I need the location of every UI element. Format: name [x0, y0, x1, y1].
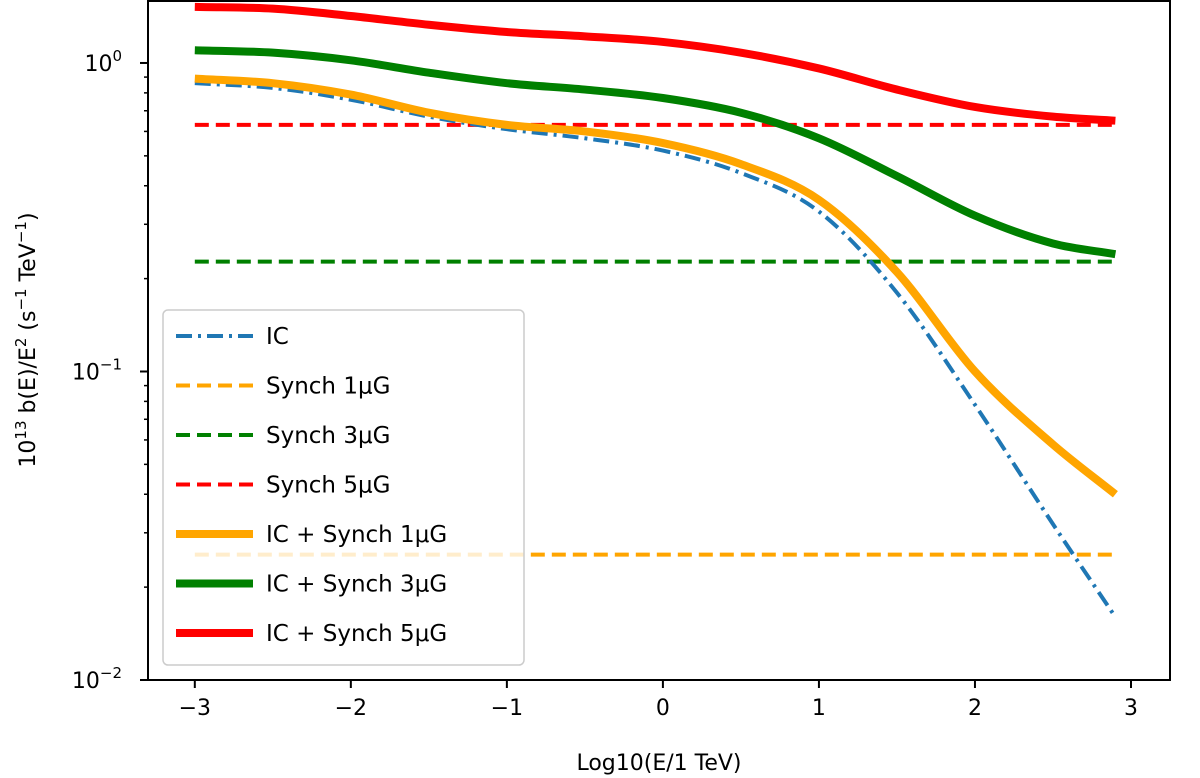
series-line-ic-synch-1-g [194, 74, 1118, 498]
legend-label: IC + Synch 5μG [266, 621, 447, 647]
y-tick-label: 10−1 [72, 355, 122, 385]
x-axis-label: Log10(E/1 TeV) [576, 751, 741, 776]
y-label-exp4: −1 [12, 221, 30, 243]
y-label-post: ) [16, 212, 41, 221]
y-label-mid: b(E)/E [16, 347, 41, 420]
x-tick-label: −3 [179, 696, 211, 721]
y-label-mid3: TeV [16, 243, 41, 288]
ticks-layer: −3 −2 −1 0 1 2 3 100 10−1 10−2 [72, 47, 1138, 721]
x-tick-label: −2 [335, 696, 367, 721]
x-tick-label: −1 [491, 696, 523, 721]
y-label-exp2: 2 [12, 338, 30, 348]
legend-box [162, 309, 525, 666]
y-axis-label: 1013 b(E)/E2 (s−1 TeV−1) [12, 212, 41, 467]
x-tick-label: 2 [968, 696, 982, 721]
x-tick-label: 3 [1124, 696, 1138, 721]
y-tick-label: 100 [84, 47, 122, 77]
x-tick-label: 0 [656, 696, 670, 721]
legend-label: Synch 5μG [266, 473, 390, 499]
legend: IC Synch 1μG Synch 3μG Synch 5μG IC + Synch … [162, 309, 525, 666]
series-line-ic [194, 81, 1118, 619]
series-line-ic-synch-5-g [194, 2, 1116, 125]
y-label-pre: 10 [16, 440, 41, 468]
series-line-ic-synch-3-g [194, 46, 1117, 259]
x-tick-label: 1 [812, 696, 826, 721]
legend-label: IC [266, 324, 289, 350]
y-label-mid2: (s [16, 311, 41, 338]
axes-frame [147, 0, 1171, 681]
y-tick-label: 10−2 [72, 664, 122, 694]
legend-label: Synch 1μG [266, 374, 390, 400]
legend-label: IC + Synch 3μG [266, 572, 447, 598]
legend-label: Synch 3μG [266, 423, 390, 449]
y-label-exp1: 13 [12, 420, 30, 439]
legend-label: IC + Synch 1μG [266, 522, 447, 548]
y-label-exp3: −1 [12, 288, 30, 310]
